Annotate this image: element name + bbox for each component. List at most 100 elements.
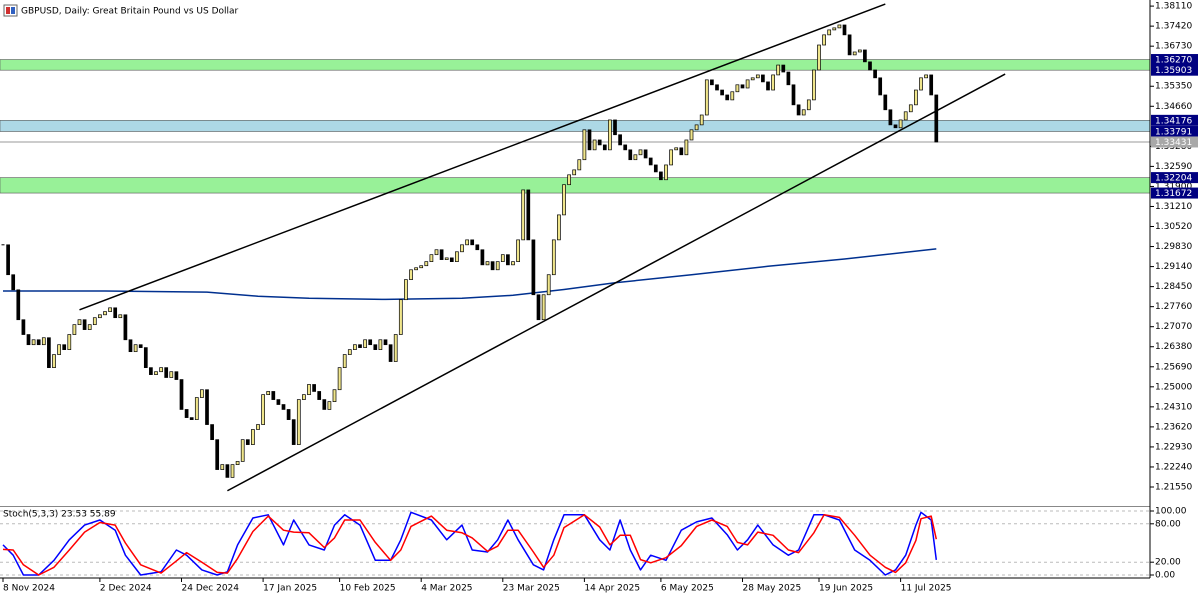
candle [205,389,209,425]
y-tick-label: 1.28450 [1155,282,1192,292]
candle [786,71,791,86]
candle [11,274,16,291]
x-tick-label: 14 Apr 2025 [584,584,640,594]
candle [291,419,296,445]
candle [791,84,796,106]
candle [72,324,77,335]
candle [715,84,719,91]
candle [908,104,913,113]
candle [225,464,230,478]
candle [822,34,826,46]
candle [745,79,750,89]
y-tick-label: 1.24310 [1155,402,1192,412]
candle [852,51,857,56]
candle [419,265,424,269]
candle [597,139,602,146]
price-label: 1.33431 [1155,138,1192,148]
price-label: 1.33791 [1155,128,1192,138]
candle [444,257,449,260]
price-label-bg [1151,54,1198,66]
candle [888,109,893,126]
candle [659,171,663,181]
candle [404,279,408,301]
y-tick-label: 100.00 [1155,507,1187,517]
candle [704,79,709,116]
candle [878,77,883,96]
candle [934,94,939,143]
candle [857,49,862,53]
price-label: 1.35903 [1155,66,1192,76]
candle [740,84,745,89]
price-label: 1.36270 [1155,56,1192,66]
candle [567,174,571,186]
candle [608,119,612,151]
candle [602,144,607,151]
y-tick-label: 0.00 [1155,570,1175,580]
candle [929,74,934,96]
y-tick-label: 80.00 [1155,519,1181,529]
candle [240,439,245,462]
y-tick-label: 1.32590 [1155,162,1192,172]
candle [827,29,832,36]
candle [755,74,760,79]
candle [893,124,898,129]
candle [919,77,923,91]
candle [847,34,852,56]
candle [133,344,138,353]
candle [307,384,311,395]
x-tick-label: 28 May 2025 [743,584,802,594]
candle [455,251,459,262]
y-tick-label: 1.29830 [1155,242,1192,252]
candle [67,334,72,350]
candle [235,461,240,465]
candle [449,257,454,262]
candle [638,149,643,156]
candle [317,391,322,400]
candle [470,239,475,246]
candle [398,299,403,335]
candle [62,344,67,350]
candle [725,94,730,101]
candle [409,269,413,281]
candle [699,114,704,126]
trend-line [79,3,886,311]
candle [495,261,500,271]
candle [434,249,439,256]
candle [781,64,786,73]
candle [761,74,765,83]
candle [689,129,694,141]
candle [500,254,505,262]
candle [113,307,118,319]
candle [643,149,648,159]
candle [281,404,286,410]
candle [424,261,429,267]
candle [57,344,61,355]
candle [633,154,638,161]
candle [674,147,679,151]
candle [128,339,133,353]
candle [924,74,928,79]
candle [363,339,367,348]
candle [776,64,781,76]
y-tick-label: 1.31900 [1155,182,1192,192]
y-tick-label: 1.22930 [1155,442,1192,452]
candle [582,129,587,161]
candle [230,464,235,478]
indicator-title: Stoch(5,3,3) 23.53 55.89 [3,510,116,520]
candle [506,254,510,266]
candle [353,344,357,350]
candle [903,111,908,121]
candle [138,344,143,348]
y-tick-label: 1.25690 [1155,362,1192,372]
candle [653,164,658,173]
price-label-bg [1151,114,1198,126]
candle [220,464,225,470]
candle [347,349,352,355]
candle [312,384,316,392]
candle [812,69,816,101]
candle [526,189,531,241]
x-tick-label: 17 Jan 2025 [263,584,317,594]
chart-title: GBPUSD, Daily: Great Britain Pound vs US… [21,7,239,17]
